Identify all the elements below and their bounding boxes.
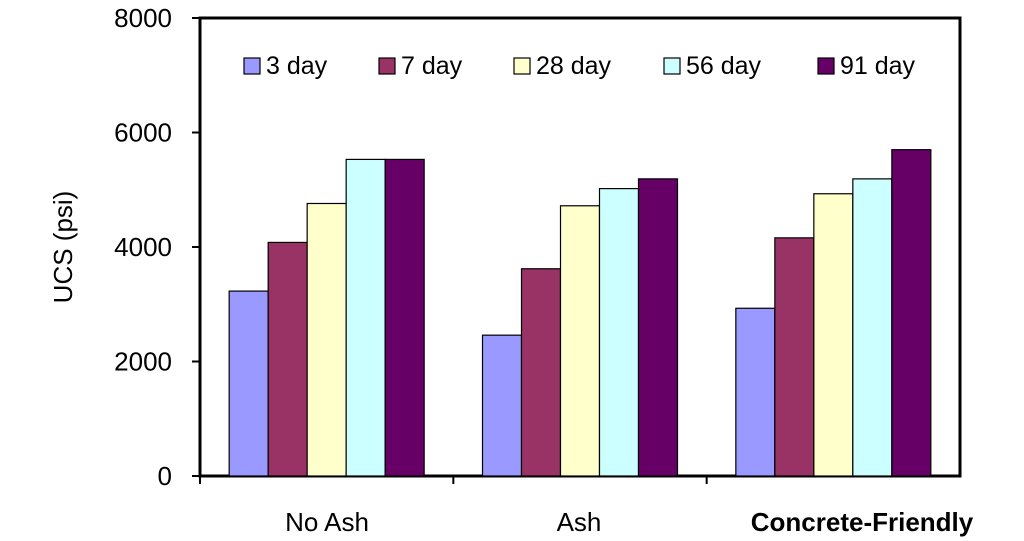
bar-3-day-concrete-friendly bbox=[735, 307, 776, 477]
y-tick-label: 2000 bbox=[114, 347, 172, 377]
bar-7-day-concrete-friendly bbox=[774, 237, 815, 477]
bar-7-day-no-ash bbox=[267, 241, 308, 477]
bar-3-day-ash bbox=[481, 334, 523, 477]
legend-label: 3 day bbox=[266, 52, 328, 80]
bar-28-day-concrete-friendly bbox=[813, 193, 854, 477]
x-axis-category-labels: No Ash Ash Concrete-Friendly bbox=[285, 507, 974, 537]
legend-label: 28 day bbox=[536, 52, 612, 80]
x-axis-ticks bbox=[199, 476, 708, 484]
bar-91-day-concrete-friendly bbox=[891, 149, 932, 477]
bar-91-day-no-ash bbox=[384, 158, 425, 477]
legend-swatch bbox=[817, 57, 835, 75]
bar-56-day-no-ash bbox=[345, 158, 386, 477]
legend: 3 day 7 day 28 day 56 day 91 day bbox=[243, 52, 916, 80]
y-axis-tick-labels: 0 2000 4000 6000 8000 bbox=[114, 3, 172, 491]
y-axis-title: UCS (psi) bbox=[48, 191, 78, 304]
y-axis-ticks bbox=[192, 17, 200, 477]
legend-swatch bbox=[378, 57, 396, 75]
bar-7-day-ash bbox=[520, 268, 562, 477]
bar-56-day-concrete-friendly bbox=[852, 178, 893, 477]
legend-swatch bbox=[243, 57, 261, 75]
legend-label: 56 day bbox=[686, 52, 762, 80]
bar-91-day-ash bbox=[637, 178, 679, 477]
bars bbox=[228, 149, 932, 477]
x-category-label: Ash bbox=[557, 507, 602, 537]
y-tick-label: 0 bbox=[158, 461, 172, 491]
bar-28-day-no-ash bbox=[306, 202, 347, 477]
x-category-label: No Ash bbox=[285, 507, 369, 537]
bar-56-day-ash bbox=[598, 188, 640, 477]
bar-3-day-no-ash bbox=[228, 290, 269, 477]
legend-label: 7 day bbox=[401, 52, 463, 80]
bar-28-day-ash bbox=[559, 205, 601, 477]
y-tick-label: 6000 bbox=[114, 118, 172, 148]
y-tick-label: 8000 bbox=[114, 3, 172, 33]
legend-label: 91 day bbox=[840, 52, 916, 80]
y-tick-label: 4000 bbox=[114, 232, 172, 262]
legend-swatch bbox=[663, 57, 681, 75]
x-category-label: Concrete-Friendly bbox=[751, 507, 974, 537]
legend-swatch bbox=[513, 57, 531, 75]
